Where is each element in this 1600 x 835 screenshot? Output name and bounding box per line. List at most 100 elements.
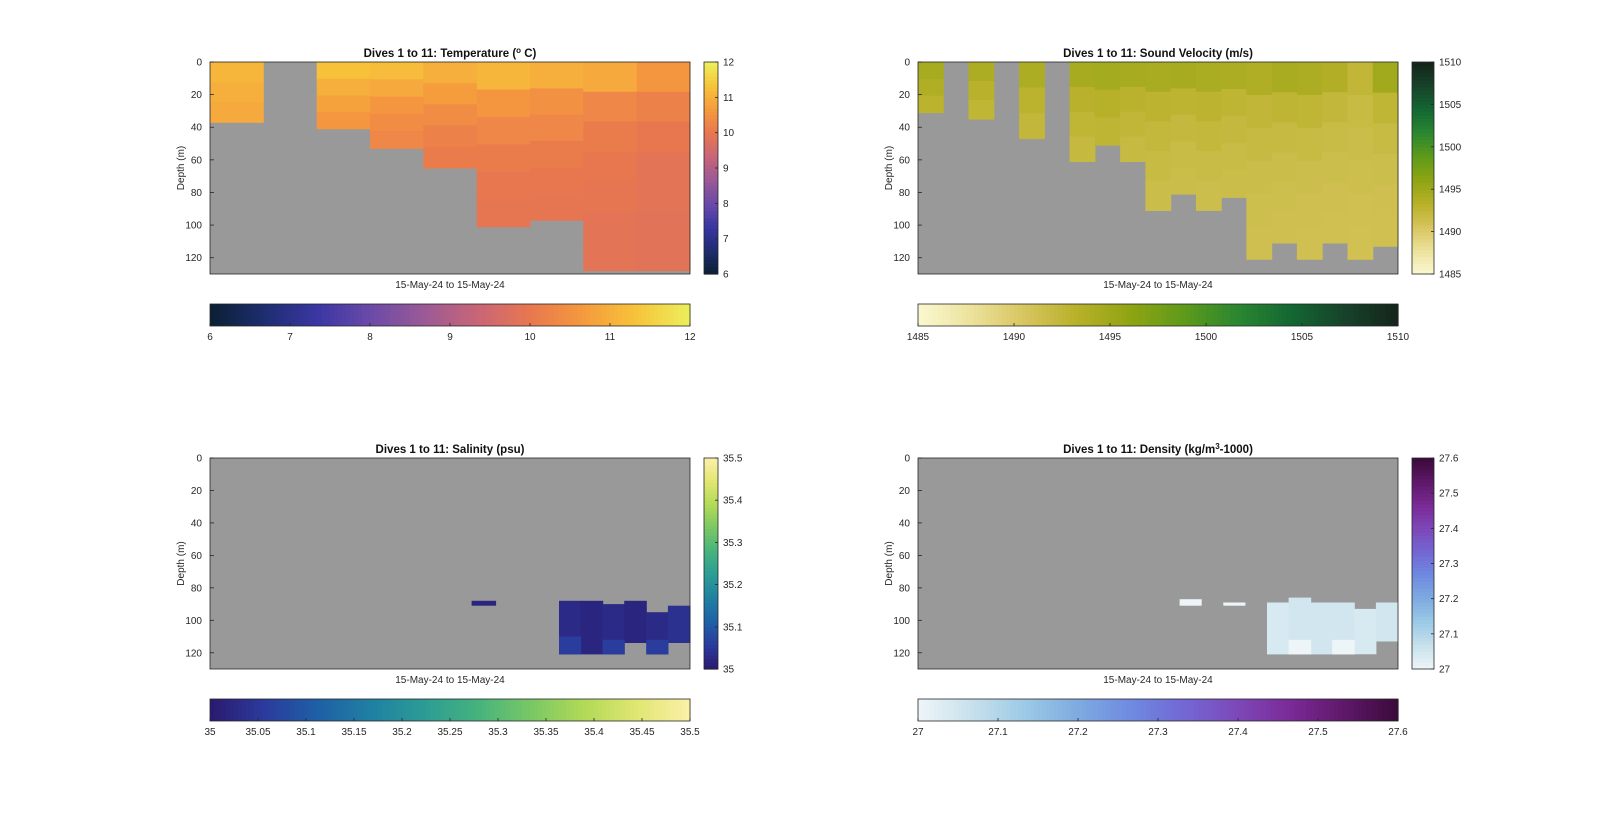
colorbar-segment <box>704 111 718 116</box>
colorbar-segment <box>1412 192 1434 197</box>
colorbar-segment <box>358 699 363 721</box>
colorbar-segment <box>1010 699 1015 721</box>
y-tick-label: 20 <box>899 486 911 497</box>
colorbar-segment <box>1412 510 1434 515</box>
heatmap-cell <box>1372 62 1399 94</box>
colorbar-segment <box>1326 699 1331 721</box>
colorbar-segment <box>1412 623 1434 628</box>
colorbar-segment <box>1010 304 1015 326</box>
colorbar-segment <box>610 304 615 326</box>
chart-panel-1: 0 20 40 60 80 100 120 Depth (m) 15-May-24 to 15-… <box>176 46 735 343</box>
heatmap-cell <box>1246 94 1273 129</box>
colorbar-segment <box>1412 182 1434 187</box>
colorbar-segment <box>1214 699 1219 721</box>
colorbar-segment <box>1412 584 1434 589</box>
colorbar-segment <box>704 630 718 635</box>
colorbar-tick-label: 27.4 <box>1228 727 1248 738</box>
heatmap-cell <box>1296 127 1323 162</box>
colorbar-segment <box>1186 304 1191 326</box>
colorbar-segment <box>1350 304 1355 326</box>
colorbar-segment <box>274 304 279 326</box>
colorbar-segment <box>686 699 691 721</box>
y-tick-label: 120 <box>185 648 202 659</box>
colorbar-segment <box>942 699 947 721</box>
colorbar-segment <box>978 304 983 326</box>
colorbar-segment <box>1412 574 1434 579</box>
colorbar-segment <box>1070 699 1075 721</box>
heatmap-cell <box>559 636 582 655</box>
colorbar-segment <box>1412 535 1434 540</box>
colorbar-segment <box>662 304 667 326</box>
heatmap-cell <box>1195 151 1222 182</box>
y-tick-label: 60 <box>191 551 203 562</box>
colorbar-segment <box>1122 304 1127 326</box>
colorbar-segment <box>1382 699 1387 721</box>
colorbar-segment <box>1178 699 1183 721</box>
colorbar-segment <box>1138 699 1143 721</box>
colorbar-segment <box>1412 160 1434 166</box>
colorbar-segment <box>1250 699 1255 721</box>
colorbar-segment <box>704 570 718 575</box>
heatmap-cell <box>1019 62 1045 88</box>
y-tick-label: 100 <box>893 221 910 232</box>
colorbar-segment <box>1346 304 1351 326</box>
colorbar-segment <box>446 699 451 721</box>
colorbar-segment <box>674 304 679 326</box>
colorbar-segment <box>1290 304 1295 326</box>
colorbar-segment <box>1412 468 1434 473</box>
colorbar-segment <box>606 304 611 326</box>
colorbar-segment <box>1182 304 1187 326</box>
heatmap-cell <box>918 62 944 80</box>
colorbar-segment <box>306 699 311 721</box>
colorbar-segment <box>970 699 975 721</box>
heatmap-cell <box>1221 116 1247 144</box>
vertical-colorbar: 1485 1490 1495 1500 1505 1510 <box>1411 58 1462 281</box>
colorbar-segment <box>704 157 718 162</box>
heatmap-cell <box>1246 193 1273 227</box>
heatmap-cell <box>1271 152 1298 184</box>
heatmap-cell <box>1322 122 1348 153</box>
y-axis-label: Depth (m) <box>884 541 895 585</box>
colorbar-segment <box>1412 619 1434 624</box>
colorbar-segment <box>930 699 935 721</box>
colorbar-segment <box>438 304 443 326</box>
colorbar-segment <box>426 304 431 326</box>
colorbar-segment <box>704 189 718 194</box>
colorbar-segment <box>486 304 491 326</box>
heatmap-cell <box>370 131 424 149</box>
colorbar-segment <box>1412 83 1434 88</box>
y-tick-label: 120 <box>893 648 910 659</box>
colorbar-segment <box>354 699 359 721</box>
colorbar-tick-label: 35.1 <box>723 622 743 633</box>
colorbar-segment <box>562 699 567 721</box>
colorbar-segment <box>704 535 718 540</box>
colorbar-segment <box>346 699 351 721</box>
colorbar-segment <box>234 304 239 326</box>
heatmap-cell <box>1221 62 1247 90</box>
colorbar-segment <box>318 304 323 326</box>
colorbar-segment <box>490 304 495 326</box>
colorbar-segment <box>704 175 718 180</box>
heatmap-cell <box>1271 62 1298 93</box>
colorbar-segment <box>1090 699 1095 721</box>
colorbar-segment <box>662 699 667 721</box>
colorbar-segment <box>1412 612 1434 617</box>
colorbar-segment <box>578 304 583 326</box>
colorbar-segment <box>1318 304 1323 326</box>
colorbar-tick-label: 27.1 <box>1439 629 1459 640</box>
colorbar-segment <box>490 699 495 721</box>
colorbar-segment <box>704 93 718 98</box>
colorbar-tick-label: 27.4 <box>1439 524 1459 535</box>
colorbar-segment <box>1218 699 1223 721</box>
colorbar-tick-label: 12 <box>723 58 735 69</box>
colorbar-segment <box>334 304 339 326</box>
colorbar-segment <box>238 304 243 326</box>
colorbar-segment <box>704 221 718 226</box>
colorbar-segment <box>704 595 718 600</box>
colorbar-segment <box>1412 563 1434 568</box>
colorbar-segment <box>1250 304 1255 326</box>
colorbar-segment <box>1358 304 1363 326</box>
colorbar-segment <box>704 160 718 166</box>
heatmap-cell <box>1145 121 1172 152</box>
colorbar-segment <box>1294 699 1299 721</box>
